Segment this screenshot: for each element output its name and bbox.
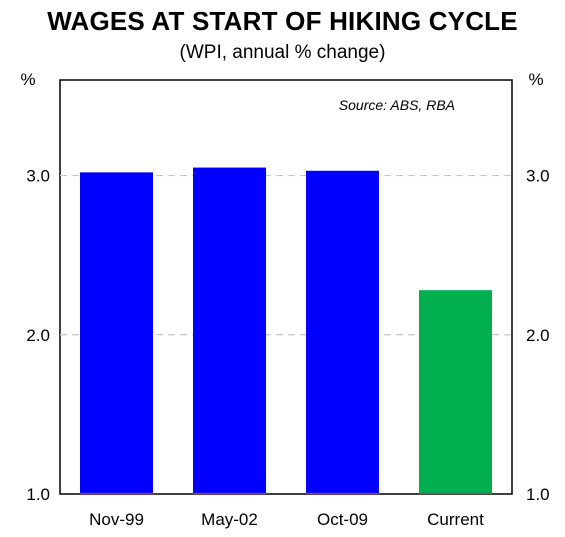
y-tick-label-right: 1.0: [526, 485, 550, 504]
x-axis: Nov-99 May-02 Oct-09 Current: [89, 510, 484, 529]
bar-oct-09: [306, 170, 379, 494]
y-axis-right: 1.0 2.0 3.0: [526, 167, 550, 504]
y-tick-label-left: 2.0: [26, 326, 50, 345]
x-tick-label: Current: [427, 510, 484, 529]
x-tick-label: May-02: [201, 510, 258, 529]
plot-area-frame: [59, 79, 513, 495]
bar-current: [419, 290, 492, 494]
bar-may-02: [193, 167, 266, 495]
source-note: Source: ABS, RBA: [339, 97, 455, 113]
y-tick-label-left: 1.0: [26, 485, 50, 504]
bar-nov-99: [80, 172, 153, 494]
y-tick-label-right: 3.0: [526, 167, 550, 186]
x-tick-label: Oct-09: [317, 510, 368, 529]
y-tick-label-right: 2.0: [526, 326, 550, 345]
bars: [80, 167, 492, 495]
y-axis-unit-left: %: [20, 70, 35, 89]
y-axis-left: 1.0 2.0 3.0: [26, 167, 50, 504]
chart-title: WAGES AT START OF HIKING CYCLE: [47, 6, 518, 36]
y-axis-unit-right: %: [528, 70, 543, 89]
x-tick-label: Nov-99: [89, 510, 144, 529]
y-tick-label-left: 3.0: [26, 167, 50, 186]
chart-subtitle: (WPI, annual % change): [179, 42, 386, 63]
